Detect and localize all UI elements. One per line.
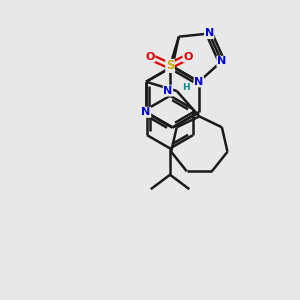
Text: O: O [183,52,192,62]
Text: N: N [141,107,151,117]
Text: N: N [163,86,172,96]
Text: H: H [182,82,190,91]
Text: N: N [194,77,203,87]
Text: S: S [166,59,174,72]
Text: O: O [146,52,155,62]
Text: N: N [217,56,226,66]
Text: N: N [205,28,214,38]
